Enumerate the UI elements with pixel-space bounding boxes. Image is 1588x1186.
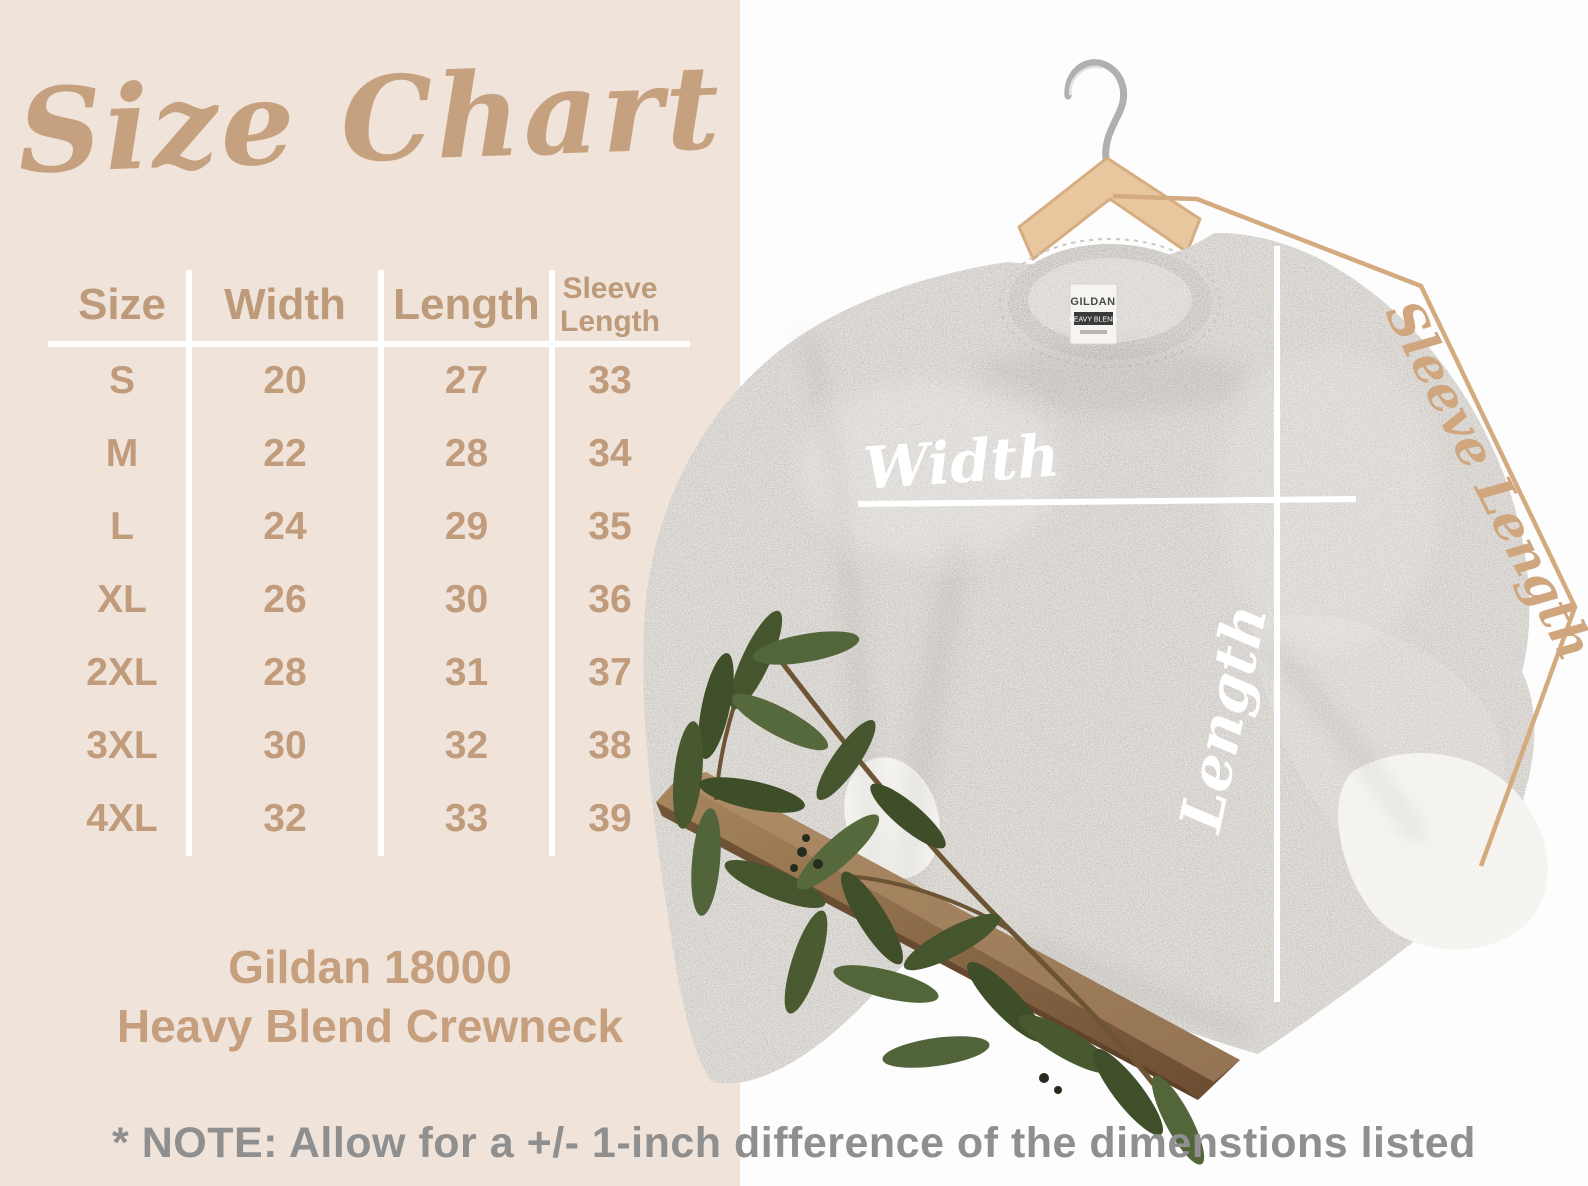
table-cell: 30 — [263, 723, 307, 767]
tag-line: HEAVY BLEND — [1069, 317, 1117, 324]
table-cell: M — [105, 431, 139, 475]
table-cell: 29 — [444, 504, 489, 548]
table-cell: 28 — [444, 431, 489, 475]
table-divider — [186, 270, 192, 856]
olive-berries — [790, 834, 1062, 1094]
table-cell: 39 — [588, 796, 632, 840]
table-cell: 33 — [444, 796, 489, 840]
col-header-sleeve-length: Sleeve Length — [560, 272, 660, 338]
table-cell: 36 — [588, 577, 632, 621]
table-cell: 3XL — [86, 723, 158, 767]
table-cell: 4XL — [86, 796, 158, 840]
tag-brand: GILDAN — [1070, 296, 1115, 308]
table-cell: 22 — [263, 431, 307, 475]
product-name-line1: Gildan 18000 — [228, 941, 512, 993]
table-divider — [549, 270, 555, 856]
product-name: Gildan 18000 Heavy Blend Crewneck — [0, 938, 740, 1056]
table-cell: 32 — [263, 796, 307, 840]
hanger-hook — [1064, 59, 1128, 202]
table-cell: 32 — [444, 723, 489, 767]
table-cell: 24 — [263, 504, 307, 548]
table-divider — [378, 270, 384, 856]
hanger-hook-highlight — [1068, 65, 1103, 96]
table-cell: 38 — [588, 723, 632, 767]
sleeve-outline — [1112, 193, 1578, 867]
table-cell: XL — [97, 577, 147, 621]
product-name-line2: Heavy Blend Crewneck — [116, 999, 624, 1052]
table-cell: 34 — [588, 431, 632, 475]
table-cell: 35 — [588, 504, 632, 548]
left-panel — [0, 0, 740, 1186]
table-cell: 28 — [263, 650, 307, 694]
col-header-length: Length — [393, 280, 540, 329]
table-cell: 37 — [588, 650, 632, 694]
table-header-divider — [48, 341, 690, 347]
olive-leaves — [672, 610, 1205, 1165]
size-table: Size Width Length Sleeve Length S 20 27 … — [48, 266, 690, 856]
neck-tag: GILDAN HEAVY BLEND — [1069, 283, 1118, 345]
olive-branch — [672, 610, 1205, 1165]
note-text: * NOTE: Allow for a +/- 1-inch differenc… — [112, 1118, 1476, 1167]
table-cell: L — [110, 504, 134, 548]
table-cell: 2XL — [86, 650, 158, 694]
col-header-width: Width — [224, 280, 346, 329]
page-title: Size Chart — [15, 39, 725, 201]
width-label: Width — [862, 421, 1062, 502]
table-cell: 31 — [444, 650, 489, 694]
table-cell: 20 — [263, 358, 307, 402]
table-cell: 33 — [588, 358, 632, 402]
col-header-size: Size — [77, 280, 167, 329]
table-cell: 26 — [263, 577, 307, 621]
table-cell: S — [108, 358, 135, 402]
wooden-hanger — [1017, 156, 1202, 261]
table-cell: 27 — [444, 358, 489, 402]
width-line — [857, 496, 1357, 507]
table-cell: 30 — [444, 577, 489, 621]
